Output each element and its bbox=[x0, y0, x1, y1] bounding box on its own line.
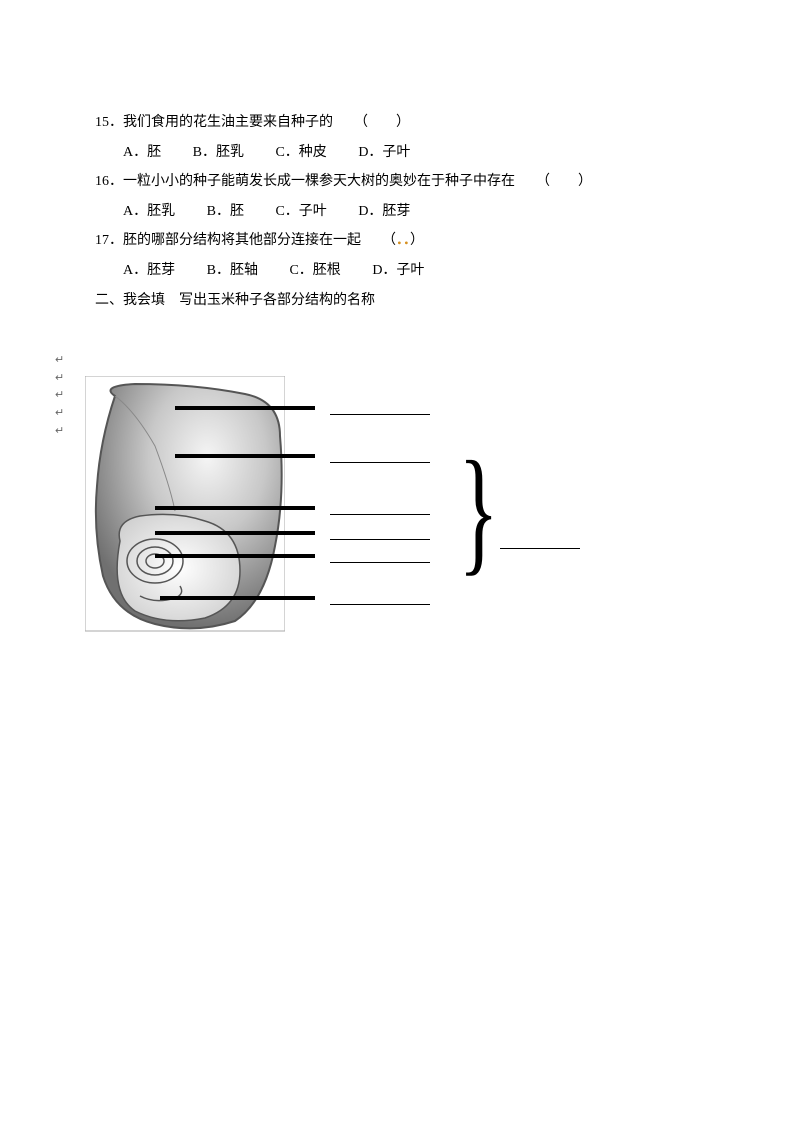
q17-text: 胚的哪部分结构将其他部分连接在一起 bbox=[123, 233, 361, 248]
blank-line-3 bbox=[330, 514, 430, 515]
q15-option-c: C．种皮 bbox=[275, 140, 326, 167]
q16-option-d: D．胚芽 bbox=[358, 199, 410, 226]
section-2-title: 二、我会填 写出玉米种子各部分结构的名称 bbox=[95, 288, 705, 315]
q17-option-b: B．胚轴 bbox=[207, 258, 258, 285]
q17-option-d: D．子叶 bbox=[372, 258, 424, 285]
q17-options: A．胚芽 B．胚轴 C．胚根 D．子叶 bbox=[95, 258, 705, 285]
arrow-mark: ↵ bbox=[55, 423, 64, 441]
q16-option-a: A．胚乳 bbox=[123, 199, 175, 226]
arrow-mark: ↵ bbox=[55, 405, 64, 423]
q15-paren: （ ） bbox=[361, 115, 410, 130]
diagram-area: ↵ ↵ ↵ ↵ ↵ bbox=[55, 336, 705, 676]
q15-options: A．胚 B．胚乳 C．种皮 D．子叶 bbox=[95, 140, 705, 167]
q17-option-c: C．胚根 bbox=[289, 258, 340, 285]
blank-line-1 bbox=[330, 414, 430, 415]
q16-option-b: B．胚 bbox=[207, 199, 244, 226]
label-line-3 bbox=[155, 506, 315, 510]
question-16: 16．一粒小小的种子能萌发长成一棵参天大树的奥妙在于种子中存在 （ ） bbox=[95, 169, 705, 196]
q17-dots: ．． bbox=[396, 233, 410, 248]
q15-text: 我们食用的花生油主要来自种子的 bbox=[123, 115, 333, 130]
question-15: 15．我们食用的花生油主要来自种子的 （ ） bbox=[95, 110, 705, 137]
label-line-1 bbox=[175, 406, 315, 410]
q16-paren: （ ） bbox=[543, 174, 592, 189]
q15-option-b: B．胚乳 bbox=[193, 140, 244, 167]
label-line-2 bbox=[175, 454, 315, 458]
arrow-mark: ↵ bbox=[55, 387, 64, 405]
q16-options: A．胚乳 B．胚 C．子叶 D．胚芽 bbox=[95, 199, 705, 226]
blank-line-4 bbox=[330, 539, 430, 540]
label-line-5 bbox=[155, 554, 315, 558]
label-line-4 bbox=[155, 531, 315, 535]
q16-option-c: C．子叶 bbox=[275, 199, 326, 226]
label-line-6 bbox=[160, 596, 315, 600]
arrow-mark: ↵ bbox=[55, 370, 64, 388]
q16-number: 16． bbox=[95, 174, 123, 189]
q16-text: 一粒小小的种子能萌发长成一棵参天大树的奥妙在于种子中存在 bbox=[123, 174, 515, 189]
q17-paren-close: ） bbox=[410, 233, 424, 248]
q15-option-d: D．子叶 bbox=[358, 140, 410, 167]
brace: } bbox=[458, 441, 498, 581]
blank-line-2 bbox=[330, 462, 430, 463]
arrow-marks: ↵ ↵ ↵ ↵ ↵ bbox=[55, 352, 64, 440]
q17-paren-open: （ bbox=[389, 233, 396, 248]
blank-line-6 bbox=[330, 604, 430, 605]
brace-blank bbox=[500, 548, 580, 549]
q17-number: 17． bbox=[95, 233, 123, 248]
question-17: 17．胚的哪部分结构将其他部分连接在一起 （．．） bbox=[95, 228, 705, 255]
blank-line-5 bbox=[330, 562, 430, 563]
q17-option-a: A．胚芽 bbox=[123, 258, 175, 285]
q15-option-a: A．胚 bbox=[123, 140, 161, 167]
arrow-mark: ↵ bbox=[55, 352, 64, 370]
q15-number: 15． bbox=[95, 115, 123, 130]
